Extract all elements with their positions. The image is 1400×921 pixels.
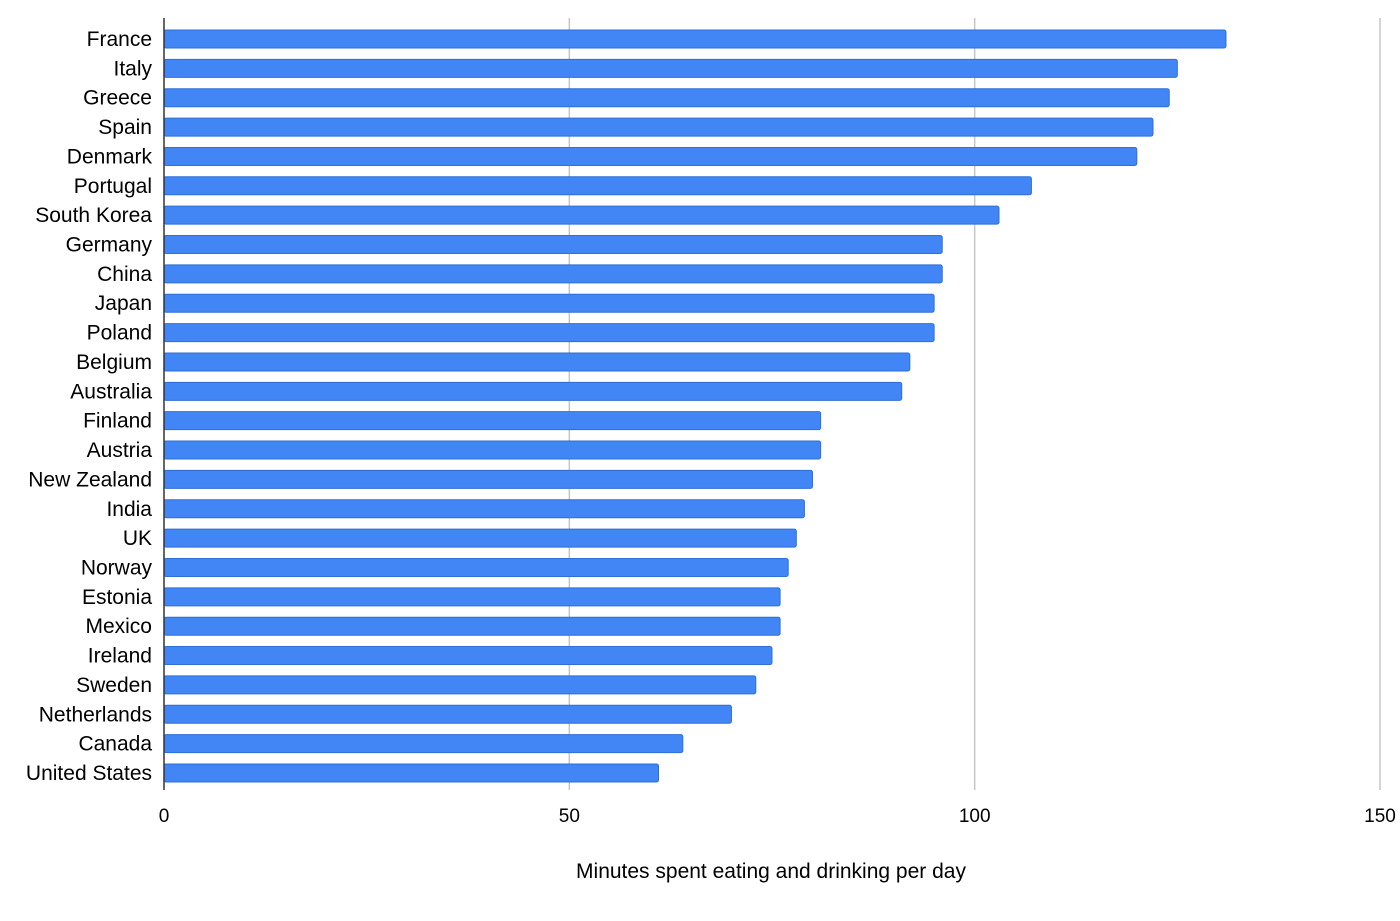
category-label: Italy bbox=[113, 57, 152, 80]
category-label: Finland bbox=[83, 410, 152, 433]
category-label: United States bbox=[26, 762, 152, 785]
category-label: Norway bbox=[81, 556, 153, 579]
bar bbox=[163, 469, 814, 489]
x-tick-label: 150 bbox=[1364, 806, 1396, 827]
x-axis-title: Minutes spent eating and drinking per da… bbox=[576, 860, 966, 883]
bar bbox=[163, 587, 781, 607]
category-label: Belgium bbox=[76, 351, 152, 374]
category-label: Denmark bbox=[67, 145, 153, 168]
category-label: South Korea bbox=[35, 204, 152, 227]
category-label: New Zealand bbox=[28, 468, 152, 491]
bars bbox=[163, 29, 1227, 783]
bar bbox=[163, 146, 1138, 166]
category-label: Germany bbox=[66, 234, 153, 257]
bar bbox=[163, 675, 757, 695]
bar bbox=[163, 88, 1170, 108]
x-tick-label: 50 bbox=[559, 806, 580, 827]
x-tick-label: 100 bbox=[959, 806, 991, 827]
category-label: Portugal bbox=[74, 175, 152, 198]
category-label: Austria bbox=[87, 439, 153, 462]
bar bbox=[163, 29, 1227, 49]
bar bbox=[163, 499, 805, 519]
category-label: Japan bbox=[95, 292, 152, 315]
category-label: India bbox=[106, 498, 152, 521]
bar bbox=[163, 381, 903, 401]
category-label: Sweden bbox=[76, 674, 152, 697]
bar bbox=[163, 734, 684, 754]
bar bbox=[163, 528, 797, 548]
bar bbox=[163, 616, 781, 636]
bar bbox=[163, 763, 660, 783]
category-label: Mexico bbox=[85, 615, 152, 638]
category-label: France bbox=[87, 28, 152, 51]
bar bbox=[163, 235, 943, 255]
category-label: Estonia bbox=[82, 586, 152, 609]
bar bbox=[163, 205, 1000, 225]
bar bbox=[163, 176, 1032, 196]
bar bbox=[163, 646, 773, 666]
category-label: Netherlands bbox=[39, 703, 152, 726]
category-label: Greece bbox=[83, 87, 152, 110]
category-label: Spain bbox=[98, 116, 152, 139]
category-label: Canada bbox=[78, 733, 152, 756]
bar bbox=[163, 352, 911, 372]
bar bbox=[163, 58, 1178, 78]
category-label: China bbox=[97, 263, 152, 286]
bar bbox=[163, 557, 789, 577]
x-tick-labels: 0 50 100 150 bbox=[159, 806, 1396, 827]
category-labels: France Italy Greece Spain Denmark Portugal Sou… bbox=[26, 28, 153, 785]
bar bbox=[163, 323, 935, 343]
bar bbox=[163, 293, 935, 313]
bar bbox=[163, 264, 943, 284]
category-label: Ireland bbox=[88, 645, 152, 668]
category-label: Poland bbox=[87, 322, 152, 345]
bar bbox=[163, 704, 732, 724]
bar bbox=[163, 117, 1154, 137]
x-tick-label: 0 bbox=[159, 806, 170, 827]
bar bbox=[163, 411, 822, 431]
bar bbox=[163, 440, 822, 460]
category-label: Australia bbox=[70, 380, 152, 403]
category-label: UK bbox=[123, 527, 152, 550]
